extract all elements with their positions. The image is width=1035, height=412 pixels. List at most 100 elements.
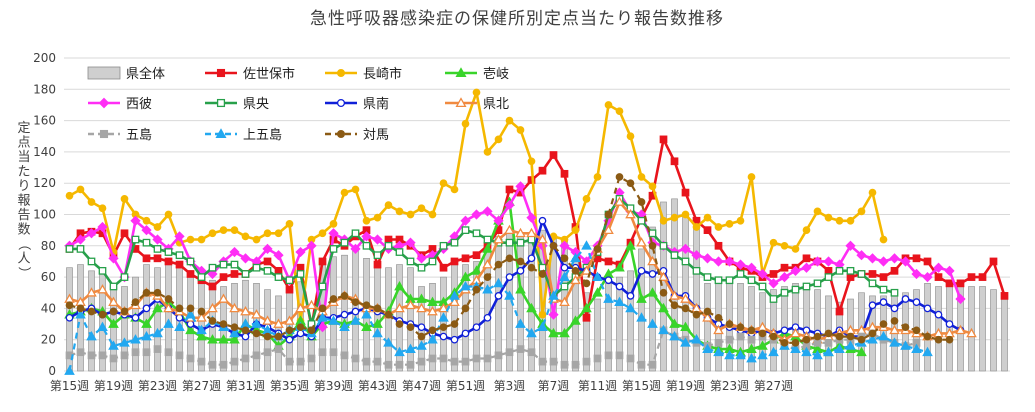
legend-swatch	[87, 66, 121, 80]
point	[570, 274, 581, 285]
point	[538, 310, 547, 319]
point	[626, 354, 635, 363]
series-長崎市	[65, 88, 888, 325]
point	[493, 215, 504, 226]
point	[373, 213, 382, 222]
point	[428, 210, 437, 219]
point	[648, 229, 657, 238]
y-label-char: り	[17, 179, 30, 194]
point	[603, 293, 614, 303]
point	[537, 234, 548, 244]
point	[361, 309, 372, 319]
point	[120, 351, 129, 360]
y-tick-label: 20	[41, 333, 56, 347]
point	[681, 304, 690, 313]
point	[120, 307, 129, 316]
point	[406, 257, 415, 266]
point	[241, 326, 250, 335]
point	[251, 309, 262, 319]
point	[185, 309, 196, 319]
point	[75, 234, 86, 245]
point	[515, 181, 526, 192]
point	[538, 357, 547, 366]
point	[395, 207, 404, 216]
point	[109, 354, 118, 363]
point	[801, 346, 812, 357]
point	[515, 318, 526, 328]
y-tick-label: 100	[33, 208, 56, 222]
point	[758, 329, 767, 338]
point	[152, 302, 163, 313]
point	[163, 318, 174, 328]
point	[455, 97, 467, 108]
point	[670, 213, 679, 222]
point	[417, 357, 426, 366]
point	[802, 226, 811, 234]
point	[747, 326, 756, 335]
point	[801, 262, 812, 273]
bar	[924, 283, 931, 372]
point	[670, 251, 679, 260]
point	[164, 348, 173, 357]
legend-label: 県全体	[126, 66, 165, 82]
point	[130, 334, 141, 344]
point	[439, 179, 448, 188]
point	[780, 326, 789, 335]
bar	[473, 261, 480, 372]
point	[966, 327, 977, 338]
point	[505, 238, 514, 247]
point	[978, 273, 987, 281]
point	[846, 216, 855, 225]
point	[769, 238, 778, 247]
point	[186, 257, 195, 266]
point	[461, 226, 470, 234]
point	[461, 254, 470, 263]
point	[791, 338, 800, 347]
point	[681, 188, 690, 197]
bar	[385, 267, 392, 372]
y-label-char: 点	[17, 136, 30, 151]
point	[669, 318, 680, 328]
y-tick-label: 200	[33, 51, 56, 65]
bar	[693, 226, 700, 372]
point	[658, 324, 669, 335]
point	[779, 271, 790, 283]
point	[196, 331, 207, 341]
bar	[704, 283, 711, 372]
point	[824, 338, 833, 347]
point	[835, 266, 844, 275]
point	[647, 255, 658, 266]
point	[340, 292, 349, 300]
point	[471, 209, 482, 220]
x-axis-ticks: 第15週 第19週 第23週 第27週 第31週 第35週 第39週 第43週 第47週 第51週…	[50, 379, 793, 393]
point	[317, 312, 328, 322]
point	[746, 262, 757, 273]
point	[680, 321, 691, 332]
point	[769, 295, 778, 303]
point	[216, 98, 226, 108]
series-lines	[64, 88, 1009, 375]
point	[336, 68, 346, 78]
point	[461, 357, 470, 366]
point	[416, 293, 427, 303]
point	[614, 196, 625, 206]
point	[615, 107, 624, 116]
point	[328, 315, 339, 325]
point	[274, 332, 283, 341]
point	[813, 332, 822, 341]
legend-label: 佐世保市	[243, 66, 295, 82]
point	[197, 357, 206, 366]
legend-label: 西彼	[126, 97, 152, 112]
point	[768, 278, 779, 289]
point	[252, 263, 261, 272]
bar	[330, 256, 337, 372]
point	[229, 334, 240, 344]
point	[97, 321, 108, 332]
point	[714, 223, 723, 231]
point	[306, 299, 317, 310]
point	[296, 263, 305, 272]
point	[614, 262, 625, 272]
point	[142, 254, 151, 263]
point	[141, 331, 152, 341]
point	[890, 266, 899, 275]
